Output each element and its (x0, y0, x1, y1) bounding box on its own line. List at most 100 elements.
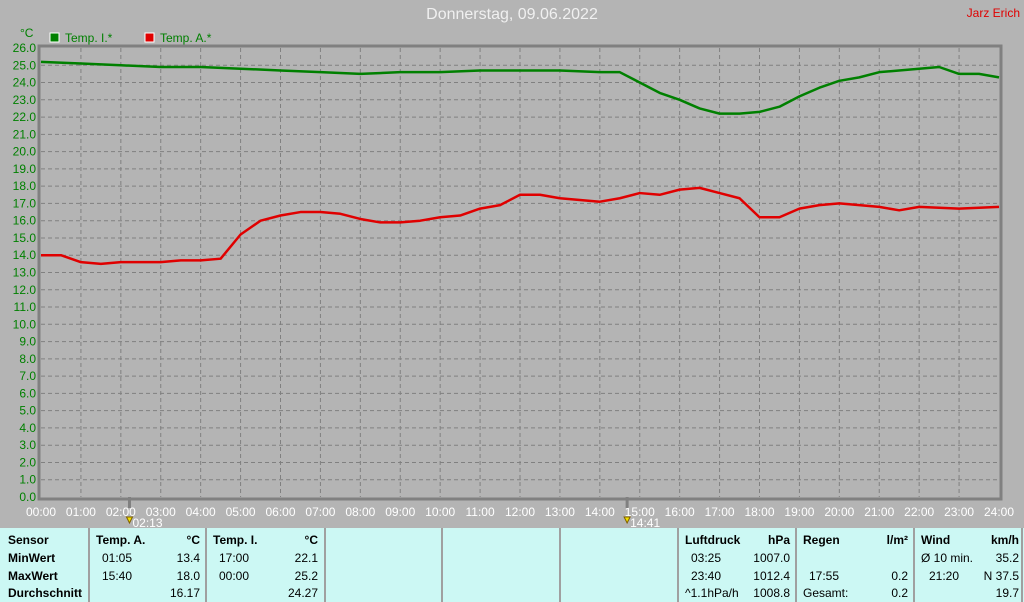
x-tick-label: 13:00 (545, 505, 575, 519)
y-tick-label: 3.0 (19, 438, 36, 452)
y-tick-label: 20.0 (13, 145, 37, 159)
x-tick-label: 17:00 (705, 505, 735, 519)
temp-a-unit: °C (186, 533, 200, 547)
chart-title: Donnerstag, 09.06.2022 (426, 6, 598, 23)
x-tick-label: 20:00 (824, 505, 854, 519)
x-tick-label: 04:00 (186, 505, 216, 519)
wind-avg10-label: Ø 10 min. (921, 551, 974, 565)
y-tick-label: 11.0 (14, 300, 37, 314)
rain-total: 0.2 (891, 586, 908, 600)
temp-i-header: Temp. I. (213, 533, 258, 547)
y-tick-label: 21.0 (13, 127, 37, 141)
temp-a-column: Temp. A. °C 01:05 13.4 15:40 18.0 16.17 (88, 528, 206, 602)
wind-header: Wind (921, 533, 951, 547)
empty-column (559, 528, 678, 602)
legend-label: Temp. I.* (65, 31, 113, 45)
y-tick-label: 14.0 (13, 248, 37, 262)
temp-a-avg: 16.17 (169, 586, 200, 600)
x-tick-label: 01:00 (66, 505, 96, 519)
rain-total-label: Gesamt: (803, 586, 849, 600)
wind-unit: km/h (990, 533, 1019, 547)
y-tick-label: 1.0 (19, 473, 36, 487)
y-tick-label: 10.0 (13, 317, 37, 331)
sunrise-icon (125, 516, 134, 525)
sensor-column: Sensor MinWert MaxWert Durchschnitt (0, 528, 89, 602)
rain-unit: l/m² (886, 533, 908, 547)
x-tick-label: 23:00 (944, 505, 974, 519)
x-tick-label: 24:00 (984, 505, 1014, 519)
y-tick-label: 17.0 (13, 196, 37, 210)
x-tick-label: 16:00 (665, 505, 695, 519)
x-tick-label: 08:00 (345, 505, 375, 519)
temp-a-min: 13.4 (176, 551, 200, 565)
plot-frame (37, 44, 1003, 501)
wind-column: Wind km/h Ø 10 min. 35.2 21:20 N 37.5 19… (913, 528, 1023, 602)
x-tick-label: 10:00 (425, 505, 455, 519)
x-tick-label: 12:00 (505, 505, 535, 519)
legend-label: Temp. A.* (160, 31, 212, 45)
y-tick-label: 19.0 (13, 162, 37, 176)
temp-a-max-time: 15:40 (102, 569, 133, 583)
y-tick-label: 26.0 (13, 41, 37, 55)
series-line-0 (40, 60, 1000, 115)
wind-avg10: 35.2 (995, 551, 1019, 565)
temp-a-min-time: 01:05 (102, 551, 133, 565)
pressure-avg: 1008.8 (753, 586, 790, 600)
temp-i-max: 25.2 (294, 569, 318, 583)
pressure-min: 1007.0 (753, 551, 790, 565)
sunset-icon (623, 516, 631, 525)
daylight-marker-label: 14:41 (630, 516, 660, 528)
rain-header: Regen (803, 533, 840, 547)
x-tick-label: 03:00 (146, 505, 176, 519)
y-tick-label: 16.0 (13, 214, 37, 228)
x-tick-label: 21:00 (864, 505, 894, 519)
y-tick-label: 18.0 (13, 179, 37, 193)
y-tick-label: 15.0 (13, 231, 37, 245)
x-tick-label: 09:00 (385, 505, 415, 519)
daylight-marker-label: 02:13 (132, 516, 162, 528)
temp-a-header: Temp. A. (96, 533, 146, 547)
rain-max-time: 17:55 (809, 569, 840, 583)
wind-max-time: 21:20 (929, 569, 960, 583)
temp-a-max: 18.0 (176, 569, 200, 583)
y-tick-label: 8.0 (19, 352, 36, 366)
x-tick-label: 18:00 (744, 505, 774, 519)
pressure-min-time: 03:25 (691, 551, 722, 565)
y-tick-label: 5.0 (19, 404, 36, 418)
temp-i-min: 22.1 (294, 551, 318, 565)
wind-avg: 19.7 (995, 586, 1019, 600)
y-axis-label: °C (20, 26, 34, 40)
temp-i-avg: 24.27 (287, 586, 318, 600)
empty-column (441, 528, 560, 602)
y-tick-label: 25.0 (13, 58, 37, 72)
x-tick-label: 14:00 (585, 505, 615, 519)
x-tick-label: 19:00 (784, 505, 814, 519)
x-tick-label: 22:00 (904, 505, 934, 519)
y-tick-label: 23.0 (13, 93, 37, 107)
x-tick-label: 02:00 (106, 505, 136, 519)
y-tick-label: 22.0 (13, 110, 37, 124)
stats-panel: Sensor MinWert MaxWert Durchschnitt Temp… (0, 528, 1024, 602)
rain-column: Regen l/m² 17:55 0.2 Gesamt: 0.2 (795, 528, 914, 602)
y-tick-label: 6.0 (19, 386, 36, 400)
series-line-1 (41, 186, 1000, 266)
x-tick-label: 07:00 (305, 505, 335, 519)
legend-swatch (49, 32, 60, 43)
x-tick-label: 00:00 (26, 505, 56, 519)
y-tick-label: 7.0 (19, 369, 36, 383)
x-tick-label: 05:00 (226, 505, 256, 519)
pressure-unit: hPa (767, 533, 790, 547)
temperature-chart: 0.0 1.0 2.0 3.0 4.0 5.0 6.0 7.0 8.0 9.0 10.0 11.0 12… (13, 26, 1015, 528)
legend-swatch (144, 32, 155, 43)
rain-max: 0.2 (891, 569, 908, 583)
x-tick-label: 15:00 (625, 505, 655, 519)
y-tick-label: 24.0 (13, 76, 37, 90)
pressure-header: Luftdruck (685, 533, 741, 547)
row-label-max: MaxWert (8, 569, 58, 583)
x-tick-label: 06:00 (265, 505, 295, 519)
y-tick-label: 9.0 (19, 335, 36, 349)
x-tick-label: 11:00 (466, 505, 495, 519)
temp-i-column: Temp. I. °C 17:00 22.1 00:00 25.2 24.27 (205, 528, 325, 602)
pressure-trend: ^1.1hPa/h (685, 586, 739, 600)
row-label-avg: Durchschnitt (8, 586, 83, 600)
